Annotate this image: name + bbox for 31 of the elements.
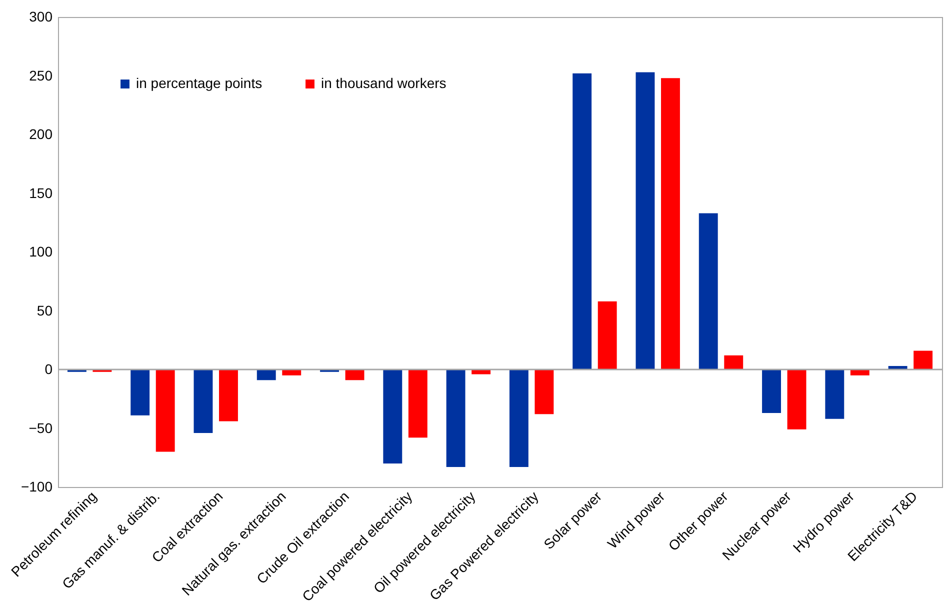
bar <box>408 370 428 438</box>
bar <box>383 370 402 464</box>
bar <box>256 370 276 380</box>
y-tick-label: 150 <box>29 184 53 201</box>
bar <box>130 370 150 416</box>
bar <box>914 350 933 370</box>
bar <box>661 78 680 370</box>
y-tick-label: −50 <box>28 420 53 436</box>
y-tick-label: 50 <box>36 302 53 318</box>
bar <box>825 370 844 419</box>
y-tick-label: 0 <box>44 361 53 377</box>
bar <box>219 370 238 422</box>
bar <box>156 370 175 452</box>
bar <box>762 370 781 413</box>
bar <box>446 370 466 468</box>
bar <box>534 370 554 414</box>
legend-label: in percentage points <box>136 75 262 91</box>
bar <box>787 370 806 430</box>
bar <box>572 73 592 370</box>
y-tick-label: 100 <box>29 244 53 260</box>
bar <box>194 370 213 433</box>
bar <box>598 301 617 370</box>
bar <box>636 72 655 370</box>
bar <box>724 355 744 370</box>
y-tick-label: −100 <box>20 478 53 494</box>
legend-label: in thousand workers <box>321 75 446 91</box>
y-tick-label: 200 <box>29 126 53 142</box>
y-tick-label: 250 <box>29 67 53 84</box>
bar <box>698 213 718 370</box>
y-tick-label: 300 <box>29 8 53 24</box>
bar <box>509 370 528 468</box>
